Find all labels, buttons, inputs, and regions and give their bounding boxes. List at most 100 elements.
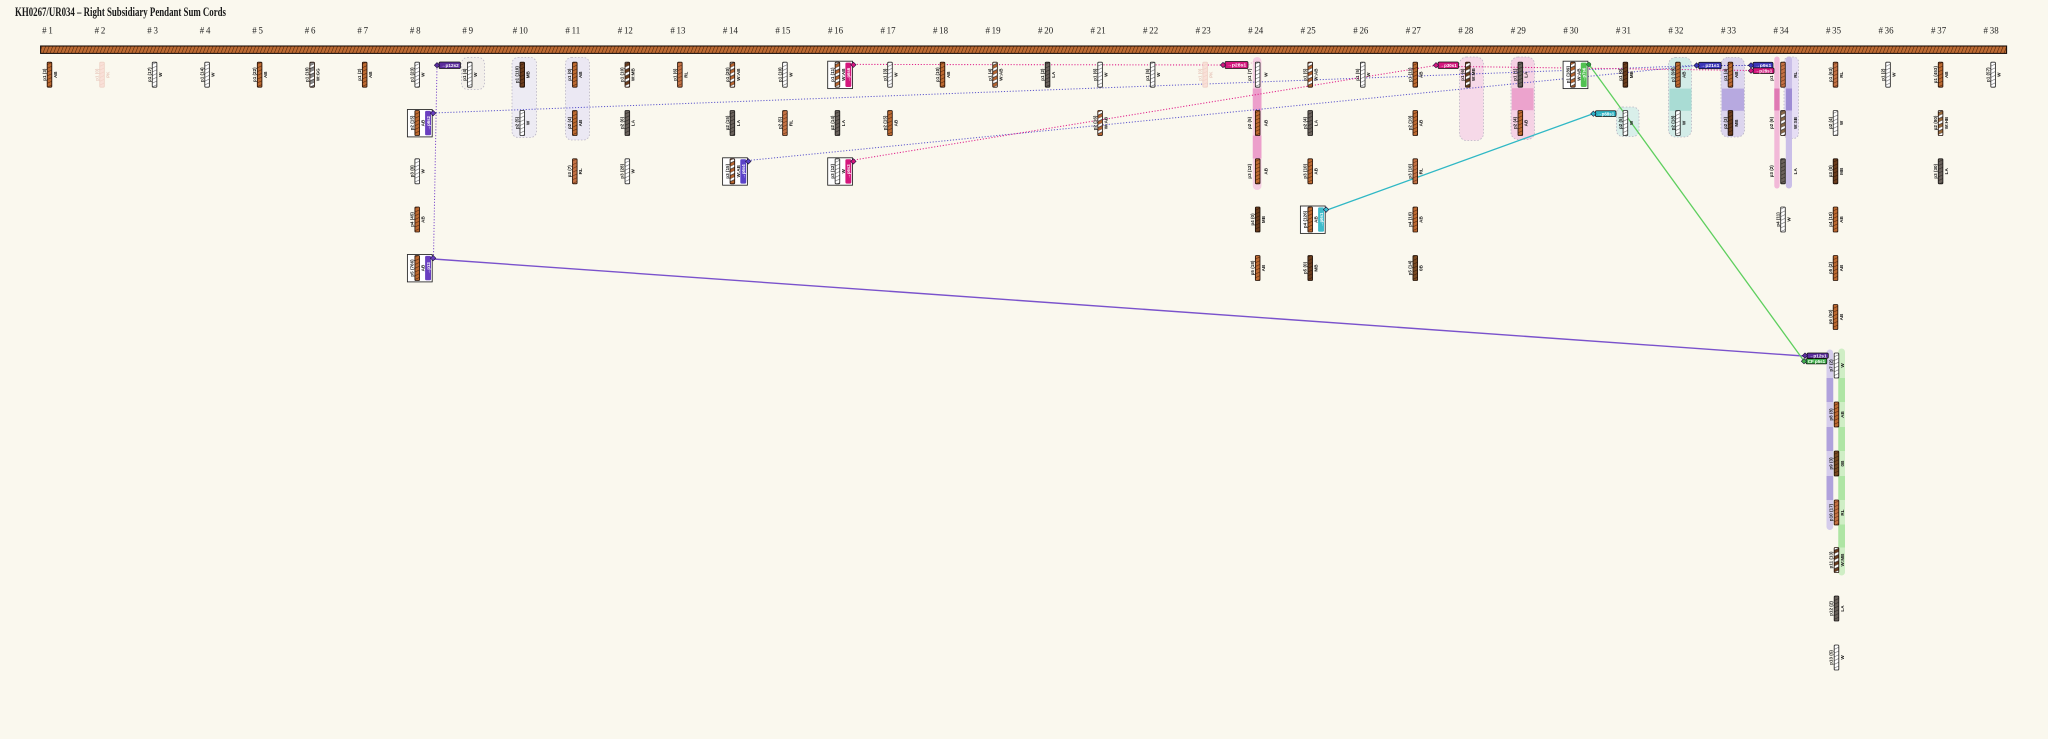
svg-text:p2 (15): p2 (15)	[882, 115, 887, 130]
svg-text:MB: MB	[1261, 215, 1266, 223]
svg-text:AB: AB	[421, 216, 426, 223]
svg-text:RL: RL	[1419, 168, 1424, 174]
svg-text:→p6s1: →p6s1	[1319, 212, 1324, 227]
svg-text:# 8: # 8	[410, 26, 421, 36]
svg-text:p4 (126): p4 (126)	[1303, 210, 1308, 228]
svg-text:AB: AB	[1261, 264, 1266, 271]
svg-text:→p12s1: →p12s1	[1809, 353, 1827, 359]
svg-text:p3 (12): p3 (12)	[830, 163, 835, 178]
svg-text:# 20: # 20	[1038, 26, 1054, 36]
svg-text:p11 (13): p11 (13)	[1829, 551, 1834, 569]
svg-text:W: W	[1997, 72, 2002, 77]
svg-text:# 15: # 15	[775, 26, 791, 36]
svg-text:AB: AB	[893, 119, 898, 126]
svg-text:W: W	[841, 168, 846, 173]
svg-text:p3 (0): p3 (0)	[410, 165, 415, 178]
svg-text:p2 (5): p2 (5)	[1618, 116, 1623, 129]
svg-text:p10 (17): p10 (17)	[1829, 503, 1834, 521]
svg-text:p12 (2): p12 (2)	[1829, 601, 1834, 616]
svg-text:LA: LA	[1314, 119, 1319, 126]
svg-text:p1 (6): p1 (6)	[1460, 68, 1465, 81]
svg-text:W: W	[1366, 72, 1371, 77]
svg-text:# 6: # 6	[305, 26, 316, 36]
svg-text:# 31: # 31	[1616, 26, 1631, 36]
svg-text:# 2: # 2	[95, 26, 106, 36]
svg-text:p2 (3): p2 (3)	[1723, 116, 1728, 129]
svg-text:p5 (18): p5 (18)	[1250, 260, 1255, 275]
svg-text:AB: AB	[1264, 167, 1269, 174]
svg-text:MB: MB	[1314, 264, 1319, 272]
svg-text:p2 (4): p2 (4)	[1303, 116, 1308, 129]
svg-text:RL: RL	[1839, 71, 1844, 77]
svg-text:# 18: # 18	[933, 26, 949, 36]
svg-text:→p13: →p13	[426, 262, 431, 274]
svg-text:AB: AB	[368, 71, 373, 78]
svg-text:# 25: # 25	[1301, 26, 1317, 36]
svg-text:p1 (23): p1 (23)	[410, 67, 415, 82]
svg-text:p4 (45): p4 (45)	[410, 212, 415, 227]
svg-text:p4 (10): p4 (10)	[1408, 212, 1413, 227]
svg-text:W:MB: W:MB	[1840, 553, 1845, 567]
svg-text:p1 (0): p1 (0)	[1198, 68, 1203, 81]
svg-text:p3 (7): p3 (7)	[567, 165, 572, 178]
svg-text:p2 (5): p2 (5)	[515, 116, 520, 129]
svg-text:# 30: # 30	[1563, 26, 1579, 36]
svg-text:p3 (28): p3 (28)	[620, 163, 625, 178]
svg-text:# 4: # 4	[200, 26, 211, 36]
svg-text:p3 (10): p3 (10)	[1303, 163, 1308, 178]
svg-text:AB: AB	[421, 119, 426, 126]
svg-text:# 32: # 32	[1668, 26, 1683, 36]
svg-text:W: W	[421, 72, 426, 77]
svg-text:AB: AB	[1840, 411, 1845, 418]
svg-text:→p7s6: →p7s6	[1582, 67, 1587, 82]
svg-text:p3 (2): p3 (2)	[1769, 165, 1774, 178]
svg-text:p1 (7): p1 (7)	[1247, 68, 1252, 81]
svg-text:→p6s2: →p6s2	[426, 115, 431, 130]
svg-text:p2 (4): p2 (4)	[1828, 116, 1833, 129]
svg-text:W: W	[421, 168, 426, 173]
svg-text:W: W	[473, 72, 478, 77]
svg-text:KH0267/UR034 – Right Subsidiar: KH0267/UR034 – Right Subsidiary Pendant …	[15, 5, 226, 19]
svg-text:MB: MB	[526, 70, 531, 78]
svg-text:W: W	[1156, 72, 1161, 77]
svg-text:→p6s3: →p6s3	[846, 164, 851, 179]
svg-text:# 13: # 13	[670, 26, 686, 36]
svg-text:AB: AB	[1419, 119, 1424, 126]
svg-text:AB: AB	[421, 264, 426, 271]
svg-text:W:GG: W:GG	[316, 68, 321, 81]
svg-text:# 3: # 3	[147, 26, 158, 36]
svg-text:→p30s1: →p30s1	[1440, 63, 1457, 69]
svg-text:p2 (16): p2 (16)	[1093, 115, 1098, 130]
svg-text:0B: 0B	[1419, 264, 1424, 271]
svg-text:AB: AB	[1944, 71, 1949, 78]
svg-text:AB: AB	[1839, 264, 1844, 271]
svg-text:MB: MB	[1734, 119, 1739, 127]
svg-text:p2 (5): p2 (5)	[777, 116, 782, 129]
svg-text:LA: LA	[1051, 71, 1056, 78]
svg-text:p1 (1): p1 (1)	[1513, 68, 1518, 81]
svg-text:p1 (6): p1 (6)	[1093, 68, 1098, 81]
svg-text:# 28: # 28	[1458, 26, 1474, 36]
svg-text:W: W	[1786, 217, 1791, 222]
svg-text:→p68s1: →p68s1	[1597, 111, 1614, 117]
svg-text:0B: 0B	[1840, 460, 1845, 467]
svg-text:p1 (11): p1 (11)	[830, 67, 835, 82]
svg-text:p3 (15): p3 (15)	[725, 163, 730, 178]
svg-text:# 36: # 36	[1878, 26, 1894, 36]
svg-text:p1 (14): p1 (14)	[200, 67, 205, 82]
svg-text:p1 (0): p1 (0)	[567, 68, 572, 81]
svg-text:→p28s1: →p28s1	[1755, 68, 1773, 74]
svg-text:p1 (98): p1 (98)	[1670, 67, 1675, 82]
svg-text:→p21s1: →p21s1	[1700, 63, 1719, 69]
svg-text:p1 (10): p1 (10)	[620, 67, 625, 82]
svg-text:RL: RL	[683, 71, 688, 77]
svg-text:# 14: # 14	[723, 26, 739, 36]
svg-text:# 21: # 21	[1091, 26, 1106, 36]
svg-text:W: W	[1629, 120, 1634, 125]
svg-text:W:SB: W:SB	[1793, 116, 1798, 129]
svg-text:W:AB: W:AB	[998, 68, 1003, 81]
svg-text:W:AB: W:AB	[736, 164, 741, 177]
svg-text:AB: AB	[578, 119, 583, 126]
svg-text:# 22: # 22	[1143, 26, 1158, 36]
svg-text:LA: LA	[736, 119, 741, 126]
